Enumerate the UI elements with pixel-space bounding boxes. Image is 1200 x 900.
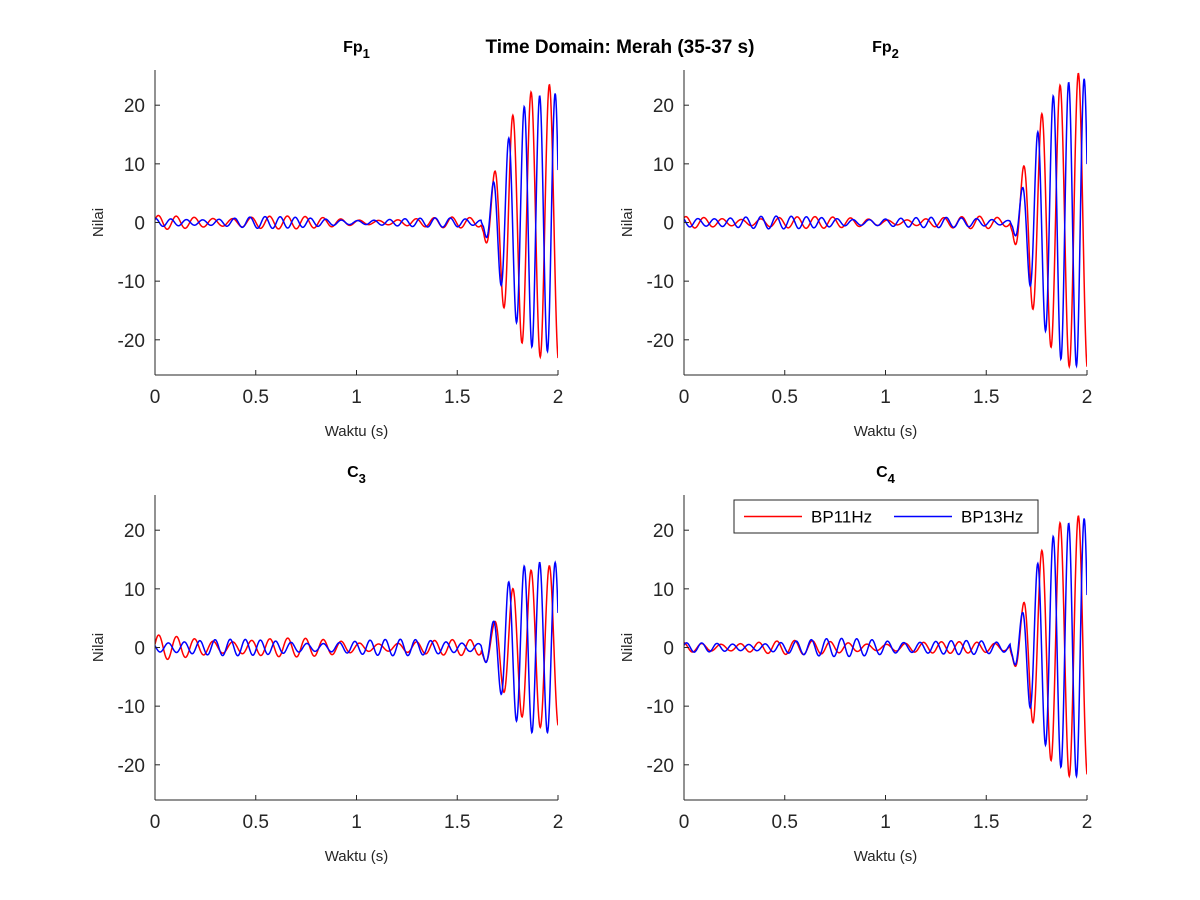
y-tick-label: -20 <box>118 331 145 352</box>
subplot-title: C3 <box>347 464 366 486</box>
x-tick-label: 1.5 <box>444 387 470 408</box>
x-tick-label: 0.5 <box>243 812 269 833</box>
y-tick-label: 20 <box>124 96 145 117</box>
subplot-title: Fp2 <box>872 39 899 61</box>
y-axis-label: Nilai <box>90 208 107 237</box>
y-axis-label: Nilai <box>90 633 107 662</box>
y-tick-label: 20 <box>653 521 674 542</box>
series-lines <box>155 560 558 735</box>
x-tick-label: 2 <box>553 812 564 833</box>
y-axis-label: Nilai <box>619 208 636 237</box>
subplot-title-main: C <box>876 464 888 481</box>
y-tick-label: 20 <box>653 96 674 117</box>
x-axis-label: Waktu (s) <box>854 848 918 865</box>
y-tick-label: -10 <box>647 697 674 718</box>
y-tick-label: -10 <box>118 272 145 293</box>
subplot-title-main: Fp <box>872 39 892 56</box>
y-tick-label: 0 <box>134 639 145 660</box>
x-tick-label: 0 <box>679 812 690 833</box>
x-tick-label: 0 <box>150 387 161 408</box>
x-tick-label: 2 <box>1082 812 1093 833</box>
x-tick-label: 0.5 <box>243 387 269 408</box>
y-tick-label: 10 <box>653 155 674 176</box>
x-tick-label: 1.5 <box>973 387 999 408</box>
legend-label: BP11Hz <box>811 508 872 527</box>
series-line-bp13hz <box>684 78 1087 369</box>
y-tick-label: 20 <box>124 521 145 542</box>
subplot-title-subscript: 1 <box>363 46 370 61</box>
subplot-title-main: Fp <box>343 39 363 56</box>
x-tick-label: 1 <box>351 812 362 833</box>
y-tick-label: 10 <box>124 580 145 601</box>
y-axis-label: Nilai <box>619 633 636 662</box>
subplot-title: C4 <box>876 464 896 486</box>
y-tick-label: 10 <box>124 155 145 176</box>
subplot-title-subscript: 2 <box>892 46 899 61</box>
x-axis-label: Waktu (s) <box>325 423 389 440</box>
x-tick-label: 1.5 <box>444 812 470 833</box>
x-tick-label: 1 <box>880 812 891 833</box>
x-tick-label: 0.5 <box>772 812 798 833</box>
legend-label: BP13Hz <box>961 508 1023 527</box>
subplot-title-subscript: 4 <box>888 471 896 486</box>
x-tick-label: 2 <box>1082 387 1093 408</box>
y-tick-label: 0 <box>663 639 674 660</box>
x-tick-label: 0 <box>150 812 161 833</box>
series-lines <box>684 515 1087 779</box>
subplot-3: C3 0 0.5 1 1.5 2 -20 -10 0 10 20 Waktu (s) Nilai <box>90 464 563 865</box>
subplot-title-main: C <box>347 464 359 481</box>
y-tick-label: -20 <box>647 756 674 777</box>
subplot-4: C4 0 0.5 1 1.5 2 -20 -10 0 10 20 Waktu (s) Nilai BP11… <box>619 464 1092 865</box>
y-tick-label: -20 <box>647 331 674 352</box>
y-tick-label: -20 <box>118 756 145 777</box>
series-line-bp13hz <box>155 560 558 735</box>
x-tick-label: 1 <box>351 387 362 408</box>
x-tick-label: 2 <box>553 387 564 408</box>
series-lines <box>684 72 1087 370</box>
subplot-title-subscript: 3 <box>359 471 366 486</box>
y-tick-label: 0 <box>134 214 145 235</box>
x-tick-label: 0 <box>679 387 690 408</box>
series-line-bp13hz <box>684 518 1087 779</box>
x-tick-label: 1.5 <box>973 812 999 833</box>
x-axis-label: Waktu (s) <box>854 423 918 440</box>
subplot-title: Fp1 <box>343 39 370 61</box>
series-lines <box>155 83 558 360</box>
y-tick-label: 10 <box>653 580 674 601</box>
y-tick-label: -10 <box>647 272 674 293</box>
y-tick-label: 0 <box>663 214 674 235</box>
legend: BP11Hz BP13Hz <box>733 499 1039 534</box>
x-tick-label: 1 <box>880 387 891 408</box>
y-tick-label: -10 <box>118 697 145 718</box>
figure-suptitle: Time Domain: Merah (35-37 s) <box>486 37 755 58</box>
series-line-bp13hz <box>155 93 558 354</box>
x-axis-label: Waktu (s) <box>325 848 389 865</box>
x-tick-label: 0.5 <box>772 387 798 408</box>
